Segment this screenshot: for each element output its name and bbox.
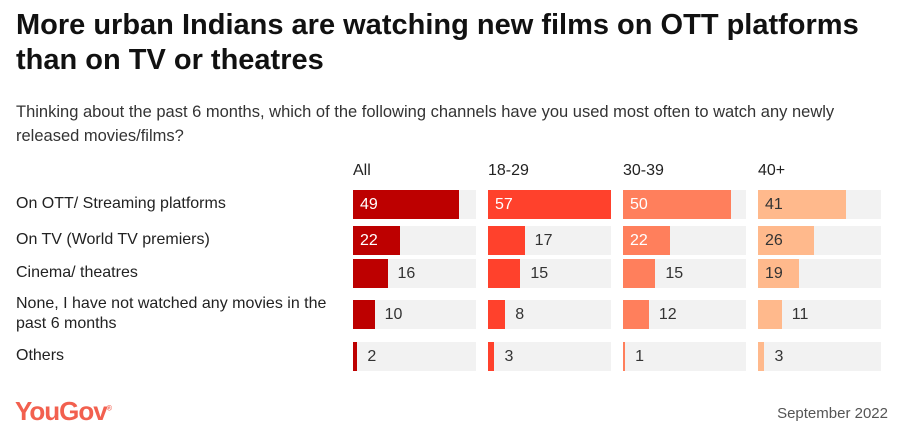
category-label: Cinema/ theatres [16, 264, 138, 281]
data-label: 41 [765, 196, 783, 213]
category-label: None, I have not watched any movies in t… [16, 295, 327, 332]
bar [488, 190, 611, 219]
bar-track: 26 [758, 226, 881, 255]
data-label: 1 [635, 348, 645, 365]
bar-track: 3 [488, 342, 611, 371]
category-label: Others [16, 347, 65, 364]
data-label: 17 [534, 232, 553, 249]
data-label: 2 [367, 348, 377, 365]
data-label: 12 [658, 306, 677, 323]
bar [623, 190, 731, 219]
data-label: 15 [530, 265, 549, 282]
bar-track: 22 [353, 226, 476, 255]
bar-track: 10 [353, 300, 476, 329]
data-label: 15 [665, 265, 684, 282]
bar-track: 41 [758, 190, 881, 219]
bar [758, 300, 782, 329]
data-label: 8 [515, 306, 525, 323]
bar [623, 342, 626, 371]
bar-track: 3 [758, 342, 881, 371]
bar [758, 226, 815, 255]
series-header: 18-29 [488, 162, 529, 179]
bar [353, 259, 388, 288]
bar-track: 17 [488, 226, 611, 255]
bar [353, 300, 375, 329]
data-label: 49 [360, 196, 378, 213]
bar-track: 49 [353, 190, 476, 219]
bar-track: 15 [488, 259, 611, 288]
category-label: On OTT/ Streaming platforms [16, 195, 226, 212]
data-label: 57 [495, 196, 513, 213]
bar [353, 190, 459, 219]
data-label: 22 [360, 232, 378, 249]
bar [758, 342, 765, 371]
bar-track: 8 [488, 300, 611, 329]
logo-text: YouGov [15, 396, 108, 426]
data-label: 16 [397, 265, 416, 282]
bar [623, 226, 671, 255]
bar-track: 12 [623, 300, 746, 329]
bar-track: 11 [758, 300, 881, 329]
yougov-logo: YouGov® [15, 396, 112, 426]
data-label: 10 [384, 306, 403, 323]
bar-track: 50 [623, 190, 746, 219]
bar-track: 19 [758, 259, 881, 288]
data-label: 50 [630, 196, 648, 213]
data-label: 22 [630, 232, 648, 249]
bar [353, 342, 358, 371]
data-label: 26 [765, 232, 783, 249]
bar [353, 226, 401, 255]
bar-track: 2 [353, 342, 476, 371]
series-header: 30-39 [623, 162, 664, 179]
bar-track: 15 [623, 259, 746, 288]
data-label: 19 [765, 265, 783, 282]
bar [623, 300, 649, 329]
data-label: 3 [774, 348, 784, 365]
bar [758, 259, 799, 288]
data-label: 3 [504, 348, 514, 365]
bar-track: 57 [488, 190, 611, 219]
bar [758, 190, 847, 219]
bar [488, 300, 506, 329]
bar [623, 259, 656, 288]
date: September 2022 [777, 405, 888, 422]
series-header: 40+ [758, 162, 786, 179]
bar [488, 259, 521, 288]
bar-track: 16 [353, 259, 476, 288]
chart-title: More urban Indians are watching new film… [16, 9, 859, 76]
bar [488, 342, 495, 371]
bar-track: 1 [623, 342, 746, 371]
category-label: On TV (World TV premiers) [16, 231, 210, 248]
series-header: All [353, 162, 371, 179]
bar-track: 22 [623, 226, 746, 255]
chart-subtitle: Thinking about the past 6 months, which … [16, 103, 835, 145]
data-label: 11 [791, 306, 809, 323]
bar [488, 226, 525, 255]
